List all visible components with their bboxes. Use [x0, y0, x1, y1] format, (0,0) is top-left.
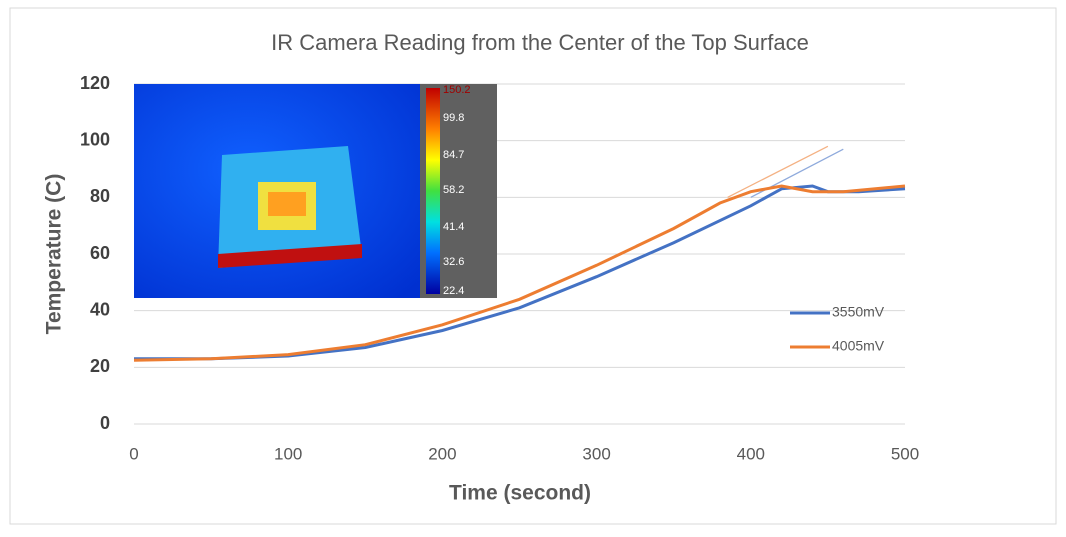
trend-line [727, 145, 829, 198]
x-tick-label: 300 [582, 444, 610, 463]
colorbar-label: 41.4 [443, 221, 464, 233]
legend-label: 4005mV [832, 338, 885, 354]
colorbar-label: 99.8 [443, 112, 464, 124]
y-tick-label: 80 [90, 186, 110, 206]
y-tick-label: 0 [100, 413, 110, 433]
y-tick-label: 60 [90, 243, 110, 263]
colorbar-label: 150.2 [443, 84, 471, 96]
colorbar-label: 22.4 [443, 285, 464, 297]
y-tick-label: 120 [80, 73, 110, 93]
y-axis-label: Temperature (C) [43, 174, 66, 335]
x-tick-label: 0 [129, 444, 138, 463]
y-tick-label: 20 [90, 356, 110, 376]
x-tick-label: 100 [274, 444, 302, 463]
colorbar-label: 84.7 [443, 149, 464, 161]
thermal-core [268, 192, 306, 216]
x-tick-label: 200 [428, 444, 456, 463]
chart-title: IR Camera Reading from the Center of the… [271, 30, 809, 55]
x-tick-label: 400 [737, 444, 765, 463]
inset-thermal-image: 150.2 99.8 84.7 58.2 41.4 32.6 22.4 [134, 84, 497, 298]
colorbar-label: 58.2 [443, 184, 464, 196]
series-line [133, 184, 906, 362]
thermal-edge [218, 244, 362, 268]
colorbar-label: 32.6 [443, 256, 464, 268]
colorbar [426, 88, 440, 294]
y-tick-label: 100 [80, 129, 110, 149]
y-tick-label: 40 [90, 299, 110, 319]
x-axis-label: Time (second) [449, 482, 591, 505]
legend-label: 3550mV [832, 304, 885, 320]
x-tick-label: 500 [891, 444, 919, 463]
